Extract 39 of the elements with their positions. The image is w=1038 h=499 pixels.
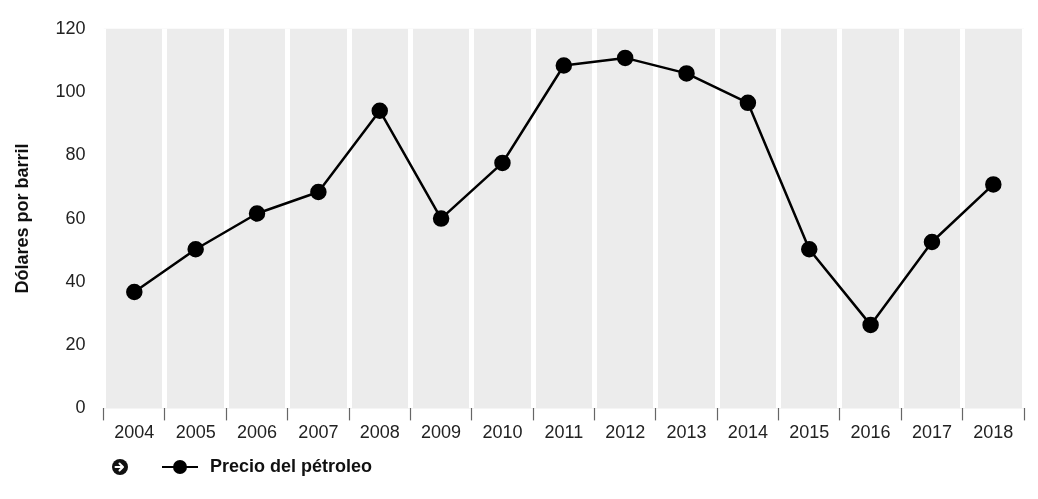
point — [371, 102, 388, 119]
x-tick-label: 2006 — [237, 422, 278, 443]
x-tick-label: 2013 — [666, 422, 707, 443]
y-tick-label: 0 — [75, 397, 86, 418]
legend-label: Precio del pétroleo — [210, 456, 373, 477]
point — [432, 210, 450, 227]
x-tick-label: 2016 — [850, 422, 891, 443]
x-tick-label: 2008 — [359, 422, 400, 443]
y-tick-label: 100 — [55, 81, 86, 102]
x-tick-label: 2009 — [421, 422, 462, 443]
x-tick-label: 2007 — [298, 422, 339, 443]
x-tick-label: 2017 — [911, 422, 952, 443]
x-tick-label: 2012 — [605, 422, 646, 443]
point — [494, 154, 511, 172]
point — [801, 241, 818, 258]
point — [678, 65, 695, 82]
point — [248, 205, 266, 222]
point — [187, 241, 204, 258]
point — [616, 49, 634, 67]
point — [739, 94, 757, 112]
x-tick-label: 2010 — [482, 422, 523, 443]
y-axis-title: Dólares por barril — [11, 143, 32, 294]
x-tick-label: 2011 — [544, 422, 584, 443]
point — [923, 233, 941, 251]
x-tick-label: 2018 — [973, 422, 1014, 443]
x-tick-label: 2014 — [727, 422, 768, 443]
point — [310, 183, 327, 201]
y-tick-label: 80 — [65, 144, 86, 165]
x-tick-label: 2004 — [114, 422, 155, 443]
y-tick-label: 120 — [55, 17, 86, 38]
x-tick-label: 2015 — [789, 422, 830, 443]
y-tick-label: 40 — [65, 270, 86, 291]
point — [555, 57, 573, 74]
point — [985, 176, 1002, 193]
point — [126, 283, 143, 301]
point — [862, 316, 879, 334]
y-tick-label: 60 — [65, 207, 86, 228]
x-tick-label: 2005 — [175, 422, 216, 443]
y-tick-label: 20 — [65, 334, 86, 355]
